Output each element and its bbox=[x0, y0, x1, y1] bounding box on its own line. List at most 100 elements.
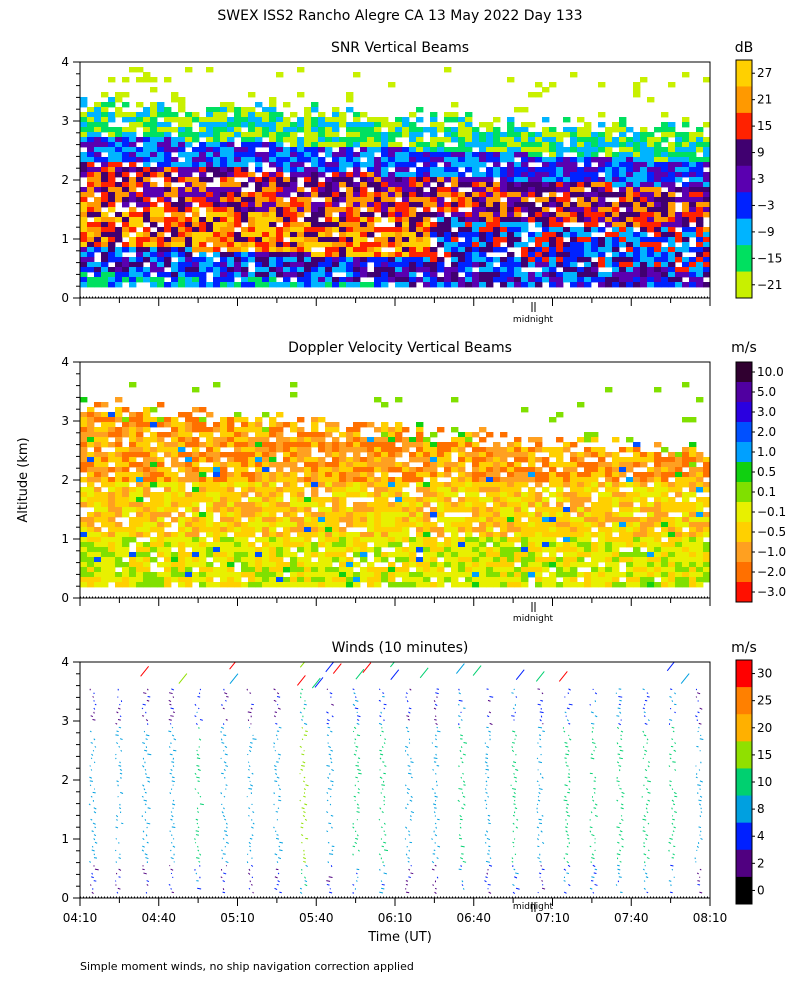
field-cell bbox=[507, 217, 515, 223]
field-cell bbox=[346, 457, 354, 463]
field-cell bbox=[150, 212, 158, 218]
field-cell bbox=[703, 157, 710, 163]
field-cell bbox=[220, 222, 228, 228]
field-cell bbox=[367, 202, 375, 208]
field-cell bbox=[528, 182, 536, 188]
field-cell bbox=[192, 447, 200, 453]
field-cell bbox=[227, 577, 235, 583]
field-cell bbox=[241, 422, 249, 428]
field-cell bbox=[136, 507, 144, 513]
field-cell bbox=[346, 107, 354, 113]
field-cell bbox=[192, 547, 200, 553]
field-cell bbox=[339, 442, 347, 448]
field-cell bbox=[367, 577, 375, 583]
field-cell bbox=[143, 517, 151, 523]
field-cell bbox=[668, 257, 676, 263]
field-cell bbox=[570, 177, 578, 183]
field-cell bbox=[528, 247, 536, 253]
field-cell bbox=[556, 172, 564, 178]
field-cell bbox=[206, 232, 214, 238]
field-cell bbox=[178, 187, 186, 193]
field-cell bbox=[276, 522, 284, 528]
field-cell bbox=[514, 217, 522, 223]
field-cell bbox=[626, 142, 634, 148]
field-cell bbox=[339, 147, 347, 153]
field-cell bbox=[164, 557, 172, 563]
field-cell bbox=[374, 137, 382, 143]
field-cell bbox=[535, 187, 543, 193]
field-cell bbox=[388, 242, 396, 248]
field-cell bbox=[101, 267, 109, 273]
field-cell bbox=[563, 242, 571, 248]
field-cell bbox=[640, 187, 648, 193]
field-cell bbox=[493, 267, 501, 273]
field-cell bbox=[633, 197, 641, 203]
field-cell bbox=[269, 497, 277, 503]
field-cell bbox=[381, 282, 389, 288]
field-cell bbox=[451, 207, 459, 213]
field-cell bbox=[668, 202, 676, 208]
field-cell bbox=[129, 127, 137, 133]
field-cell bbox=[381, 552, 389, 558]
field-cell bbox=[311, 187, 319, 193]
field-cell bbox=[325, 162, 333, 168]
field-cell bbox=[465, 487, 473, 493]
field-cell bbox=[262, 577, 270, 583]
field-cell bbox=[430, 167, 438, 173]
field-cell bbox=[255, 167, 263, 173]
field-cell bbox=[696, 267, 704, 273]
field-cell bbox=[157, 187, 165, 193]
field-cell bbox=[136, 547, 144, 553]
field-cell bbox=[150, 452, 158, 458]
field-cell bbox=[311, 472, 319, 478]
field-cell bbox=[556, 132, 564, 138]
field-cell bbox=[395, 217, 403, 223]
field-cell bbox=[416, 242, 424, 248]
field-cell bbox=[493, 237, 501, 243]
field-cell bbox=[521, 447, 529, 453]
field-cell bbox=[129, 457, 137, 463]
field-cell bbox=[290, 207, 298, 213]
field-cell bbox=[570, 502, 578, 508]
field-cell bbox=[626, 282, 634, 288]
field-cell bbox=[262, 477, 270, 483]
field-cell bbox=[234, 457, 242, 463]
field-cell bbox=[458, 122, 466, 128]
field-cell bbox=[192, 442, 200, 448]
field-cell bbox=[346, 282, 354, 288]
field-cell bbox=[136, 237, 144, 243]
field-cell bbox=[640, 172, 648, 178]
field-cell bbox=[367, 212, 375, 218]
field-cell bbox=[339, 152, 347, 158]
field-cell bbox=[115, 267, 123, 273]
field-cell bbox=[108, 277, 116, 283]
field-cell bbox=[269, 217, 277, 223]
field-cell bbox=[304, 117, 312, 123]
field-cell bbox=[388, 462, 396, 468]
field-cell bbox=[577, 217, 585, 223]
field-cell bbox=[577, 247, 585, 253]
field-cell bbox=[80, 522, 88, 528]
field-cell bbox=[374, 502, 382, 508]
field-cell bbox=[360, 247, 368, 253]
field-cell bbox=[360, 462, 368, 468]
field-cell bbox=[465, 567, 473, 573]
field-cell bbox=[535, 532, 543, 538]
field-cell bbox=[570, 527, 578, 533]
field-cell bbox=[381, 452, 389, 458]
field-cell bbox=[234, 512, 242, 518]
field-cell bbox=[325, 442, 333, 448]
field-cell bbox=[192, 542, 200, 548]
field-cell bbox=[458, 232, 466, 238]
field-cell bbox=[395, 157, 403, 163]
field-cell bbox=[668, 152, 676, 158]
field-cell bbox=[654, 247, 662, 253]
field-cell bbox=[311, 157, 319, 163]
field-cell bbox=[297, 582, 305, 588]
field-cell bbox=[388, 142, 396, 148]
field-cell bbox=[360, 152, 368, 158]
field-cell bbox=[395, 177, 403, 183]
field-cell bbox=[178, 427, 186, 433]
field-cell bbox=[535, 517, 543, 523]
field-cell bbox=[367, 222, 375, 228]
